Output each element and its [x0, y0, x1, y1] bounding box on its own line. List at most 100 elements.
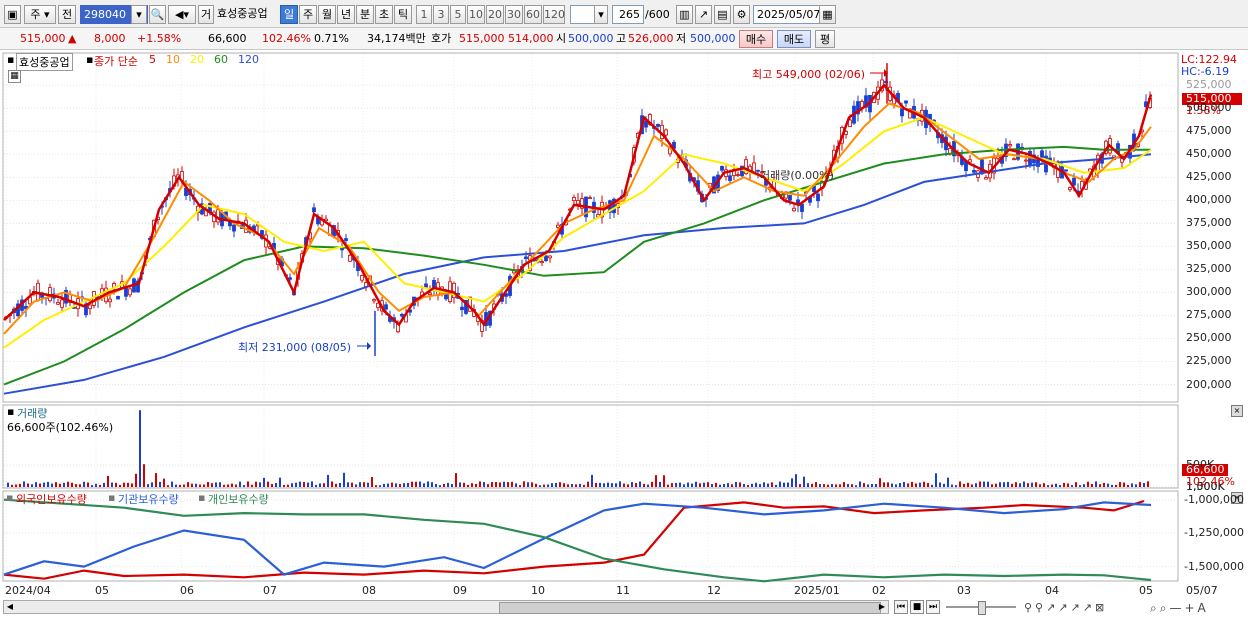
volume-bar [407, 482, 409, 487]
minute-button-1[interactable]: 1 [416, 5, 432, 24]
volume-bar [427, 481, 429, 487]
zoom-tools-icons[interactable]: ⌕⌕—+A [1150, 601, 1209, 615]
period-type-label: 주 [30, 8, 41, 21]
period-type-select[interactable]: 주 ▾ [24, 5, 56, 24]
eval-button[interactable]: 평 [815, 30, 835, 48]
sound-icon[interactable]: ◀▾ [168, 5, 196, 24]
volume-bar [283, 484, 285, 487]
x-tick: 2024/04 [5, 584, 51, 597]
volume-bar [859, 481, 861, 487]
period-button-6[interactable]: 틱 [394, 5, 412, 24]
scroll-left-icon[interactable]: ◀ [6, 602, 14, 611]
holding-panel-frame [2, 490, 1179, 582]
volume-bar [115, 482, 117, 487]
chart-type-icon[interactable]: ▥ [676, 5, 693, 24]
trade-button[interactable]: 거 [198, 5, 214, 24]
volume-bar [75, 484, 77, 487]
last-icon[interactable]: ⏭ [926, 600, 940, 614]
period-button-5[interactable]: 초 [375, 5, 393, 24]
candle-body [580, 198, 584, 209]
volume-bar [599, 482, 601, 487]
buy-button[interactable]: 매수 [739, 30, 773, 48]
stop-icon[interactable]: ■ [910, 600, 924, 614]
date-input[interactable]: 2025/05/07 [753, 5, 821, 24]
holding-close-icon[interactable]: × [1231, 492, 1243, 504]
volume-bar [231, 483, 233, 487]
period-button-2[interactable]: 월 [318, 5, 336, 24]
period-button-3[interactable]: 년 [337, 5, 355, 24]
volume-title[interactable]: 거래량 [17, 407, 48, 420]
volume-bar [343, 472, 345, 487]
volume-bar [799, 484, 801, 487]
zoom-slider-thumb[interactable] [978, 601, 986, 615]
candle-body [908, 108, 912, 119]
volume-bar [43, 482, 45, 487]
scroll-right-icon[interactable]: ▶ [878, 602, 886, 611]
prev-button[interactable]: 전 [58, 5, 76, 24]
volume-bar [351, 482, 353, 487]
volume-bar [23, 481, 25, 487]
gear-icon[interactable]: ⚙ [733, 5, 750, 24]
volume-bars [7, 410, 1149, 487]
volume-close-icon[interactable]: × [1231, 405, 1243, 417]
minute-dropdown-icon[interactable]: ▾ [594, 5, 608, 24]
volume-bar [375, 485, 377, 487]
volume-bar [111, 482, 113, 487]
holding-legend-0[interactable]: 외국인보유수량 [16, 493, 87, 506]
ma-legend-5[interactable]: 5 [149, 53, 156, 66]
minute-button-3[interactable]: 3 [433, 5, 449, 24]
candle-body [792, 207, 796, 212]
price-y-tick: 325,000 [1186, 262, 1232, 276]
current-price-tag: 515,000 [1186, 92, 1232, 105]
minute-button-120[interactable]: 120 [543, 5, 565, 24]
volume-bar [31, 484, 33, 487]
volume-bar [255, 481, 257, 487]
volume-bar [983, 481, 985, 487]
ma-legend-120[interactable]: 120 [238, 53, 259, 66]
volume-bar [387, 483, 389, 487]
save-icon[interactable]: ▤ [714, 5, 731, 24]
volume-value: 66,600 [208, 32, 247, 45]
ma-legend-60[interactable]: 60 [214, 53, 228, 66]
minute-button-10[interactable]: 10 [467, 5, 485, 24]
calendar-icon[interactable]: ▦ [819, 5, 836, 24]
period-button-0[interactable]: 일 [280, 5, 298, 24]
volume-bar [819, 484, 821, 487]
minute-button-60[interactable]: 60 [524, 5, 542, 24]
minute-button-30[interactable]: 30 [505, 5, 523, 24]
period-button-1[interactable]: 주 [299, 5, 317, 24]
legend-ma-label[interactable]: 종가 단순 [94, 55, 138, 68]
search-icon[interactable]: 🔍 [149, 5, 166, 24]
draw-tools-icons[interactable]: ⚲⚲↗↗↗↗⊠ [1024, 601, 1108, 614]
draw-tool-icon[interactable]: ↗ [695, 5, 712, 24]
candle-body [968, 159, 972, 163]
scroll-thumb[interactable] [499, 602, 881, 614]
volume-bar [963, 483, 965, 487]
stock-chart[interactable] [0, 50, 1248, 621]
price-y-tick: 300,000 [1186, 285, 1232, 299]
minute-button-5[interactable]: 5 [450, 5, 466, 24]
volume-bar [727, 483, 729, 487]
ma-legend-10[interactable]: 10 [166, 53, 180, 66]
volume-bar [331, 481, 333, 487]
volume-bar [203, 484, 205, 487]
code-dropdown-icon[interactable]: ▾ [131, 5, 147, 24]
grid-toggle-icon[interactable]: ▦ [8, 70, 21, 83]
window-icon[interactable]: ▣ [4, 5, 21, 24]
minute-button-20[interactable]: 20 [486, 5, 504, 24]
ma-legend-20[interactable]: 20 [190, 53, 204, 66]
sell-button[interactable]: 매도 [777, 30, 811, 48]
legend-stock-name[interactable]: 효성중공업 [16, 53, 73, 71]
volume-bar [595, 482, 597, 487]
holding-legend-1[interactable]: 기관보유수량 [118, 493, 179, 506]
open-price: 500,000 [568, 32, 614, 45]
first-icon[interactable]: ⏮ [894, 600, 908, 614]
period-button-4[interactable]: 분 [356, 5, 374, 24]
count-input[interactable]: 265 [612, 5, 644, 24]
horizontal-scrollbar[interactable]: ◀ ▶ [3, 600, 889, 614]
holding-legend-2[interactable]: 개인보유수량 [208, 493, 269, 506]
volume-bar [323, 483, 325, 487]
holding-lines [3, 498, 1152, 583]
volume-bar [63, 482, 65, 487]
candle-body [424, 283, 428, 288]
